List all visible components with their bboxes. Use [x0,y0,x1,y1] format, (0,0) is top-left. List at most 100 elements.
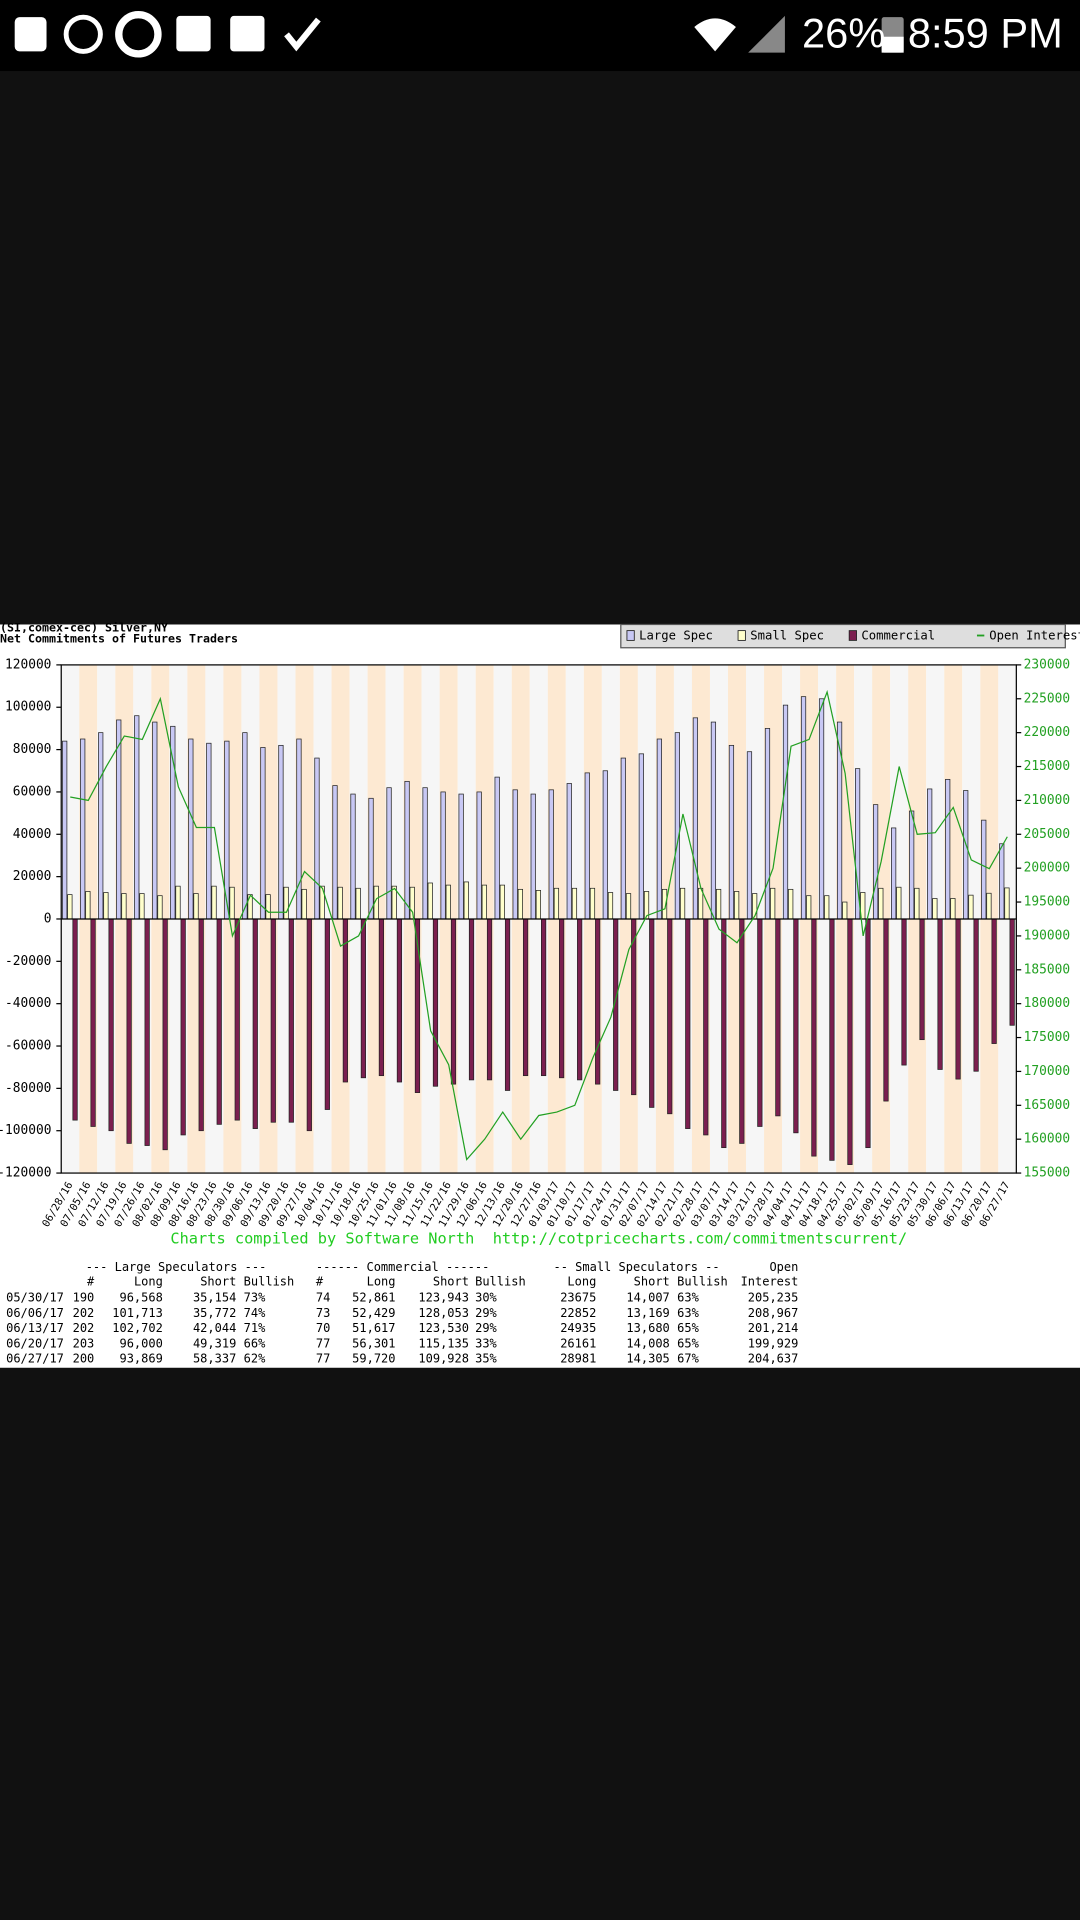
table-cell: 203 [73,1336,95,1350]
table-cell: 101,713 [112,1306,163,1320]
bar [522,918,529,1077]
bar [981,819,987,920]
bar [188,738,194,920]
table-cell: 74% [244,1306,266,1320]
bar [607,892,614,920]
bar [963,790,969,920]
bar [716,888,722,920]
bar [162,918,168,1151]
bar [896,886,902,920]
bar [116,719,122,920]
bar [458,793,464,920]
bar [139,893,145,920]
table-cell: 49,319 [193,1336,236,1350]
table-cell: 128,053 [418,1306,469,1320]
table-cell: 96,000 [119,1336,162,1350]
bar [301,888,307,920]
bar [620,757,626,920]
table-cell: 62% [244,1352,266,1366]
bar [842,901,848,920]
bar [314,757,320,920]
app-icon [115,11,162,58]
table-cell: 205,235 [748,1290,799,1304]
legend-label: Commercial [861,629,935,643]
table-cell: 200 [73,1352,95,1366]
bar [386,787,392,920]
app-icon [230,15,265,52]
bar [674,732,680,920]
bar [85,891,91,920]
bar [170,725,176,920]
column-header: Long [367,1275,396,1289]
bar [404,780,410,920]
bar [445,884,451,920]
table-cell: 77 [316,1352,330,1366]
table-cell: 56,301 [352,1336,395,1350]
clock: 8:59 PM [908,10,1063,57]
y-tick-label: 100000 [5,700,51,715]
y-tick-label: -100000 [0,1123,51,1138]
y2-tick-label: 220000 [1024,725,1070,740]
bar [378,918,385,1077]
table: --- Large Speculators --- ------ Commerci… [6,1260,798,1366]
bar [144,918,150,1146]
bar [595,918,601,1085]
y-tick-label: 120000 [5,657,51,672]
bar [409,886,415,920]
y2-tick-label: 205000 [1024,827,1070,842]
bar [973,918,979,1072]
bar [800,696,807,920]
column-header: Long [134,1275,163,1289]
bar [667,918,673,1115]
bar [685,918,691,1129]
column-header: Short [634,1275,670,1289]
table-cell: 59,720 [352,1352,395,1366]
table-cell: 24935 [560,1321,596,1335]
legend-swatch [626,630,635,641]
plot-border [60,664,1017,1174]
bar [332,785,338,920]
y2-tick-label: 175000 [1024,1030,1070,1045]
bar [427,882,433,920]
table-cell: 201,214 [748,1321,799,1335]
table-cell: 28981 [560,1352,596,1366]
bar [283,886,289,920]
bar [260,747,266,920]
group-header: Open [769,1260,798,1274]
bar [927,788,933,920]
bar [463,881,469,920]
bar [396,918,403,1083]
table-cell: 05/30/17 [6,1290,64,1304]
y-tick-label: -20000 [5,954,51,969]
bar [782,704,789,920]
bar [198,918,204,1132]
bar [180,918,186,1136]
bar [734,891,740,920]
column-header: Interest [741,1275,799,1289]
bar [818,698,825,920]
y-tick-label: -60000 [5,1039,51,1054]
bar [955,918,961,1080]
legend-box [620,623,1066,649]
bar [234,918,240,1121]
bar [476,791,482,920]
legend-label: Small Spec [750,629,824,643]
bar [103,892,109,920]
battery-level [881,36,904,53]
table-cell: 29% [475,1321,497,1335]
bar [432,918,439,1087]
y2-tick-label: 195000 [1024,895,1070,910]
column-header: Short [433,1275,469,1289]
y-tick-label: -120000 [0,1166,51,1181]
bar [391,885,397,920]
bar [229,886,235,920]
table-cell: 102,702 [112,1321,163,1335]
bar [121,893,127,920]
bar [824,895,830,920]
bar [793,918,799,1134]
bar [710,721,717,920]
y2-tick-label: 170000 [1024,1064,1070,1079]
table-cell: 70 [316,1321,330,1335]
y2-tick-label: 190000 [1024,928,1070,943]
bar [937,918,943,1070]
